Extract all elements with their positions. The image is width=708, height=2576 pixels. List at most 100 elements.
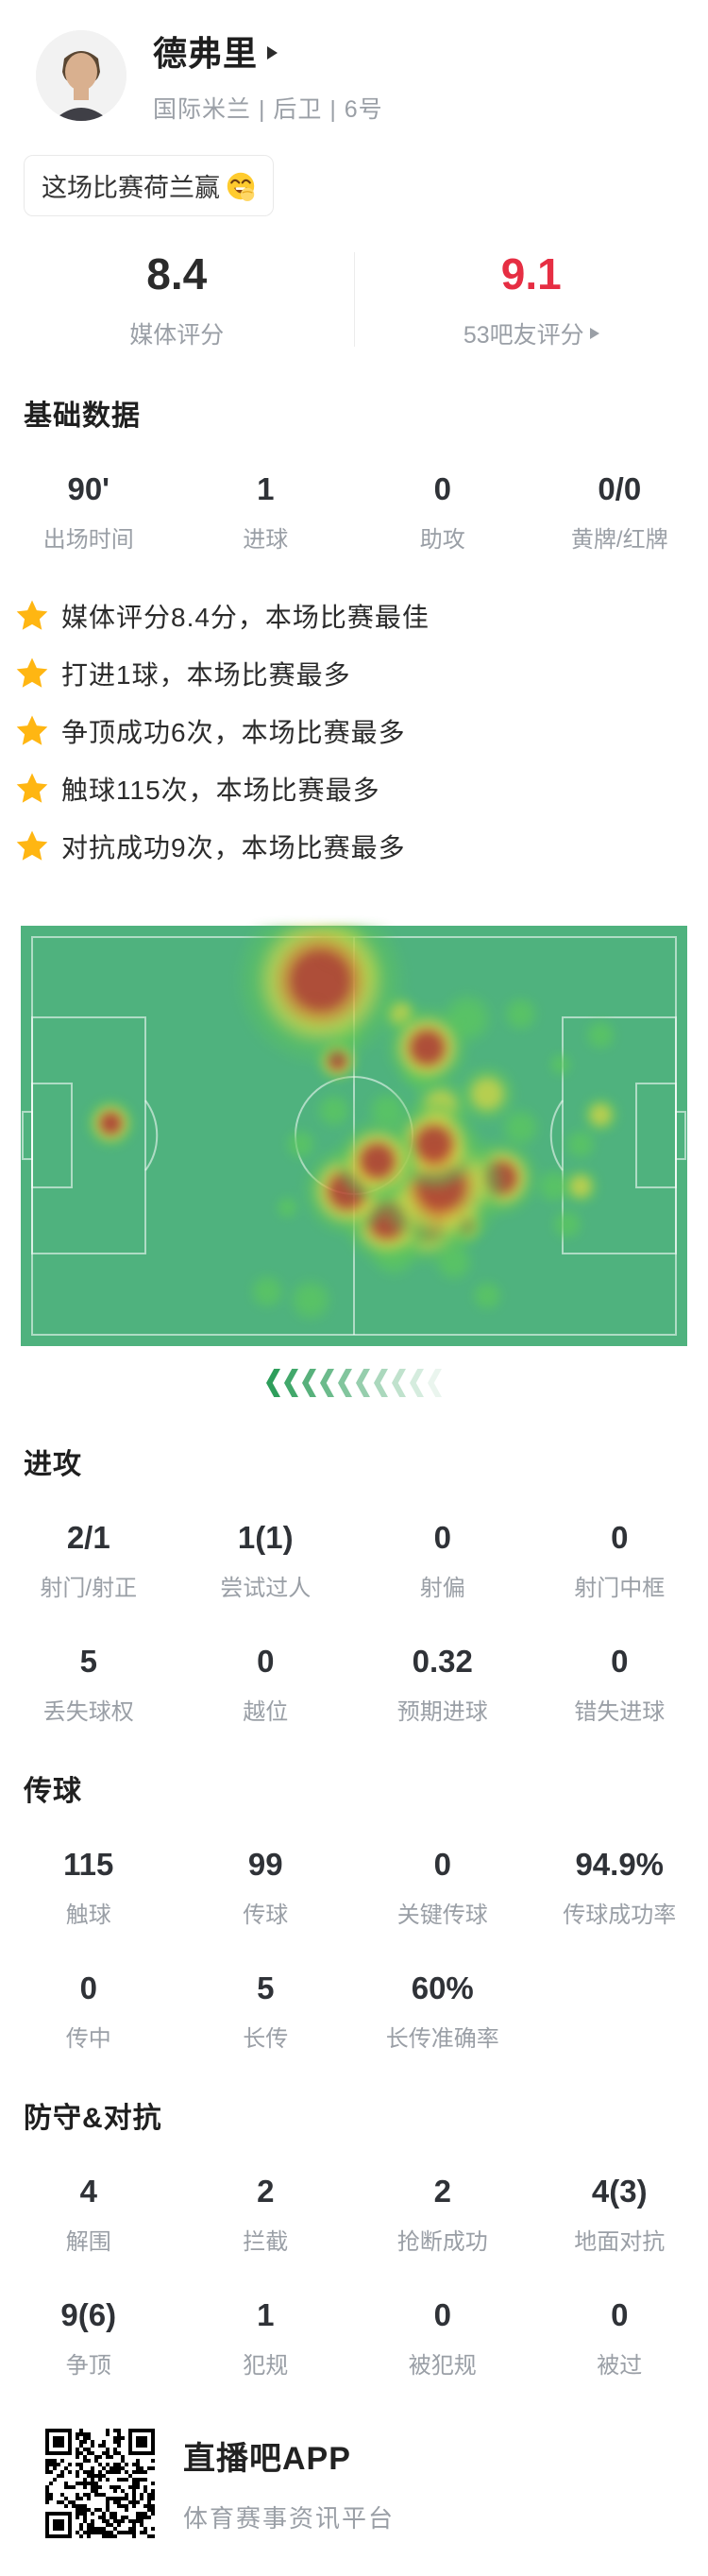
stat-value: 0: [354, 1520, 531, 1556]
stat-value: 0: [354, 471, 531, 507]
hot-comment-text: 这场比赛荷兰赢: [42, 167, 220, 204]
stat-label: 助攻: [354, 520, 531, 554]
stat-label: 传球: [177, 1896, 355, 1929]
stat-item: 0 射偏: [354, 1520, 531, 1602]
star-icon: [14, 656, 50, 691]
stat-label: 射偏: [354, 1569, 531, 1602]
app-name: 直播吧APP: [183, 2432, 395, 2479]
chevron-left-icon: [356, 1369, 370, 1397]
section-title-pass: 传球: [24, 1767, 708, 1809]
stat-label: 进球: [177, 520, 355, 554]
stat-value: 2/1: [0, 1520, 177, 1556]
highlight-text: 争顶成功6次，本场比赛最多: [61, 712, 406, 750]
stat-label: 拦截: [177, 2223, 355, 2256]
stat-label: 长传: [177, 2020, 355, 2053]
star-icon: [14, 828, 50, 864]
stat-item: 99 传球: [177, 1847, 355, 1929]
stat-value: 60%: [354, 1970, 531, 2006]
chevron-left-icon: [338, 1369, 352, 1397]
stat-item: 1(1) 尝试过人: [177, 1520, 355, 1602]
chevron-left-icon: [284, 1369, 298, 1397]
star-icon: [14, 771, 50, 807]
highlight-row: 触球115次，本场比赛最多: [14, 770, 708, 808]
stat-item: 9(6) 争顶: [0, 2297, 177, 2380]
attack-stats-grid: 2/1 射门/射正 1(1) 尝试过人 0 射偏 0 射门中框 5 丢失球权 0…: [0, 1520, 708, 1726]
stat-label: 越位: [177, 1693, 355, 1726]
stat-value: 1: [177, 2297, 355, 2333]
stat-item: 0 被过: [531, 2297, 708, 2380]
stat-item: 5 丢失球权: [0, 1644, 177, 1726]
basic-stats-grid: 90' 出场时间 1 进球 0 助攻 0/0 黄牌/红牌: [0, 471, 708, 554]
player-header: 德弗里 国际米兰 | 后卫 | 6号: [0, 0, 708, 125]
stat-item: 0/0 黄牌/红牌: [531, 471, 708, 554]
fans-rating[interactable]: 9.1 53吧友评分: [355, 248, 708, 350]
highlight-text: 对抗成功9次，本场比赛最多: [61, 827, 406, 865]
highlight-text: 触球115次，本场比赛最多: [61, 770, 380, 808]
stat-value: 0: [531, 1520, 708, 1556]
stat-value: 2: [354, 2174, 531, 2209]
player-avatar: [36, 30, 126, 121]
stat-value: 94.9%: [531, 1847, 708, 1883]
stat-label: 预期进球: [354, 1693, 531, 1726]
stat-item: 4 解围: [0, 2174, 177, 2256]
stat-label: 被过: [531, 2346, 708, 2380]
star-icon: [14, 598, 50, 634]
section-title-defense: 防守&对抗: [24, 2094, 708, 2136]
chevron-left-icon: [428, 1369, 442, 1397]
star-icon: [14, 713, 50, 749]
ratings-row: 8.4 媒体评分 9.1 53吧友评分: [0, 248, 708, 350]
stat-item: 0 被犯规: [354, 2297, 531, 2380]
stat-value: 0: [531, 1644, 708, 1680]
stat-value: 0: [0, 1970, 177, 2006]
stat-label: 黄牌/红牌: [531, 520, 708, 554]
stat-item: 4(3) 地面对抗: [531, 2174, 708, 2256]
highlight-text: 打进1球，本场比赛最多: [61, 655, 351, 692]
player-meta: 国际米兰 | 后卫 | 6号: [153, 91, 383, 125]
stat-value: 0.32: [354, 1644, 531, 1680]
chevron-left-icon: [320, 1369, 334, 1397]
stat-label: 争顶: [0, 2346, 177, 2380]
stat-item: 0 传中: [0, 1970, 177, 2053]
highlight-row: 打进1球，本场比赛最多: [14, 655, 708, 692]
stat-value: 2: [177, 2174, 355, 2209]
chevron-left-icon: [392, 1369, 406, 1397]
stat-item: 60% 长传准确率: [354, 1970, 531, 2053]
stat-item: 2 拦截: [177, 2174, 355, 2256]
stat-value: 115: [0, 1847, 177, 1883]
heatmap-blobs: [21, 926, 687, 1346]
stat-item: 0.32 预期进球: [354, 1644, 531, 1726]
hot-comment-tag[interactable]: 这场比赛荷兰赢: [24, 155, 274, 216]
stat-item: 0 助攻: [354, 471, 531, 554]
stat-item: 0 越位: [177, 1644, 355, 1726]
media-rating-value: 8.4: [0, 248, 354, 299]
stat-label: 关键传球: [354, 1896, 531, 1929]
stat-value: 1: [177, 471, 355, 507]
fans-rating-caret-icon: [590, 328, 599, 339]
stat-value: 5: [0, 1644, 177, 1680]
stat-label: 触球: [0, 1896, 177, 1929]
stat-label: 地面对抗: [531, 2223, 708, 2256]
chevron-left-icon: [374, 1369, 388, 1397]
stat-label: 出场时间: [0, 520, 177, 554]
stat-item: 1 犯规: [177, 2297, 355, 2380]
chevron-left-icon: [266, 1369, 280, 1397]
stat-value: 1(1): [177, 1520, 355, 1556]
stat-label: 射门中框: [531, 1569, 708, 1602]
stat-value: 4: [0, 2174, 177, 2209]
highlight-row: 对抗成功9次，本场比赛最多: [14, 827, 708, 865]
highlight-text: 媒体评分8.4分，本场比赛最佳: [61, 597, 430, 635]
pass-stats-grid: 115 触球 99 传球 0 关键传球 94.9% 传球成功率 0 传中 5 长…: [0, 1847, 708, 2053]
stat-item: 115 触球: [0, 1847, 177, 1929]
fans-rating-label: 53吧友评分: [464, 316, 584, 350]
hand-over-mouth-emoji-icon: [226, 171, 256, 201]
stat-item: 90' 出场时间: [0, 471, 177, 554]
stat-item: 0 关键传球: [354, 1847, 531, 1929]
stat-value: 0: [177, 1644, 355, 1680]
player-name: 德弗里: [153, 26, 258, 76]
app-description: 体育赛事资讯平台: [183, 2499, 395, 2534]
expand-player-caret-icon[interactable]: [267, 46, 278, 60]
stat-label: 抢断成功: [354, 2223, 531, 2256]
stat-item: 5 长传: [177, 1970, 355, 2053]
stat-value: 9(6): [0, 2297, 177, 2333]
stat-value: 0/0: [531, 471, 708, 507]
